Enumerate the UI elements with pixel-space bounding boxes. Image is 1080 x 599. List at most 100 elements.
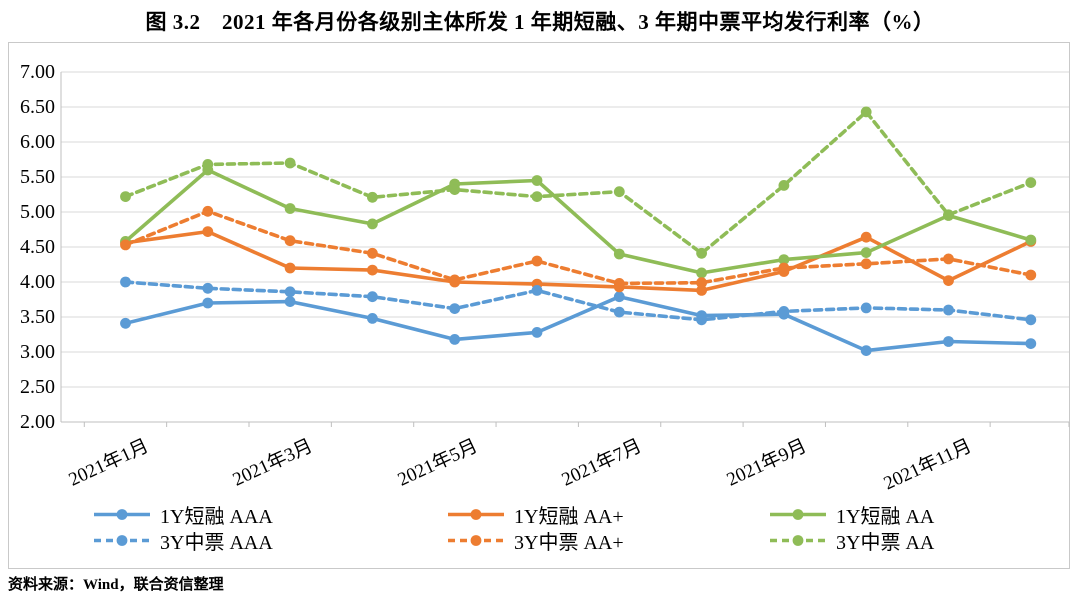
y-tick-label: 7.00 — [20, 61, 55, 83]
data-point — [367, 191, 378, 203]
data-point — [860, 247, 872, 258]
data-point — [1025, 234, 1037, 246]
data-point — [860, 258, 872, 270]
data-point — [120, 317, 131, 329]
y-tick-label: 4.00 — [20, 271, 55, 293]
data-point — [202, 159, 214, 170]
data-point — [284, 296, 296, 307]
series-line — [123, 168, 1033, 275]
data-point — [778, 180, 790, 191]
y-tick-label: 3.00 — [20, 341, 55, 363]
data-point — [696, 247, 707, 259]
data-point — [943, 209, 954, 221]
series-3y-mtn-aaa — [120, 276, 1037, 326]
data-point — [202, 205, 214, 217]
legend-label: 3Y中票 AA+ — [514, 532, 624, 554]
legend-marker-solid — [770, 509, 826, 520]
series-line — [123, 280, 1033, 322]
data-point — [613, 248, 625, 260]
data-point — [449, 274, 461, 286]
legend-item-1y-cp-aa-plus: 1Y短融 AA+ — [447, 502, 769, 528]
legend-label: 3Y中票 AA — [836, 532, 935, 554]
data-point — [943, 304, 954, 316]
data-point — [120, 239, 131, 251]
data-point — [1025, 314, 1037, 326]
data-point — [284, 157, 296, 169]
y-tick-label: 2.00 — [20, 411, 55, 433]
legend-item-3y-mtn-aa: 3Y中票 AA — [769, 528, 1049, 554]
data-point — [943, 275, 954, 286]
series-3y-mtn-aa-plus — [120, 205, 1037, 289]
data-point — [284, 203, 296, 214]
series-line — [123, 294, 1033, 353]
data-point — [449, 303, 461, 314]
data-point — [860, 302, 872, 314]
y-tick-label: 5.00 — [20, 201, 55, 223]
data-point — [943, 336, 954, 347]
data-point — [1025, 338, 1037, 349]
data-point — [1025, 177, 1037, 189]
data-point — [449, 334, 461, 345]
legend-marker-dashed — [770, 535, 826, 546]
data-point — [696, 285, 707, 296]
legend-label: 1Y短融 AA+ — [514, 506, 624, 528]
legend-label: 1Y短融 AA — [836, 506, 935, 528]
data-point — [696, 314, 707, 326]
data-point — [613, 291, 625, 303]
data-point — [367, 264, 378, 276]
data-point — [531, 191, 543, 203]
data-point — [531, 285, 543, 296]
legend-marker-dashed — [448, 535, 504, 546]
series-3y-mtn-aa — [120, 106, 1037, 259]
legend-item-3y-mtn-aaa: 3Y中票 AAA — [93, 528, 447, 554]
legend-item-1y-cp-aaa: 1Y短融 AAA — [93, 502, 447, 528]
data-point — [696, 267, 707, 279]
data-point — [367, 291, 378, 303]
legend-item-3y-mtn-aa-plus: 3Y中票 AA+ — [447, 528, 769, 554]
data-point — [778, 254, 790, 265]
data-point — [778, 306, 790, 317]
legend-marker-solid — [94, 509, 150, 520]
series-line — [123, 229, 1033, 293]
data-point — [1025, 269, 1037, 281]
data-point — [943, 253, 954, 265]
data-point — [202, 297, 214, 309]
data-point — [284, 262, 296, 274]
data-point — [367, 247, 378, 259]
data-point — [531, 255, 543, 267]
source-note: 资料来源：Wind，联合资信整理 — [8, 577, 224, 593]
data-point — [202, 282, 214, 294]
y-tick-label: 3.50 — [20, 306, 55, 328]
data-point — [778, 262, 790, 274]
data-point — [860, 231, 872, 243]
figure-title: 图 3.2 2021 年各月份各级别主体所发 1 年期短融、3 年期中票平均发行… — [145, 10, 935, 34]
data-point — [449, 184, 461, 196]
series-line — [123, 209, 1033, 286]
series-line — [123, 110, 1033, 256]
line-chart — [60, 71, 1070, 427]
chart-panel: 7.00 6.50 6.00 5.50 5.00 4.50 4.00 3.50 3.00 2.50… — [8, 42, 1070, 569]
y-tick-label: 6.00 — [20, 131, 55, 153]
data-point — [202, 226, 214, 238]
data-point — [696, 277, 707, 289]
chart-legend: 1Y短融 AAA 1Y短融 AA+ 1Y短融 AA 3Y中票 AAA 3Y中票 AA+ 3… — [93, 502, 1049, 554]
y-tick-label: 4.50 — [20, 236, 55, 258]
data-point — [367, 218, 378, 230]
data-point — [613, 278, 625, 289]
legend-label: 1Y短融 AAA — [160, 506, 273, 528]
legend-marker-solid — [448, 509, 504, 520]
data-point — [284, 286, 296, 298]
legend-label: 3Y中票 AAA — [160, 532, 273, 554]
data-point — [860, 345, 872, 356]
data-point — [120, 191, 131, 203]
y-tick-label: 6.50 — [20, 96, 55, 118]
y-tick-label: 5.50 — [20, 166, 55, 188]
legend-item-1y-cp-aa: 1Y短融 AA — [769, 502, 1049, 528]
legend-marker-dashed — [94, 535, 150, 546]
data-point — [367, 313, 378, 324]
data-point — [860, 106, 872, 118]
data-point — [120, 276, 131, 288]
data-point — [613, 186, 625, 198]
y-tick-label: 2.50 — [20, 376, 55, 398]
data-point — [284, 235, 296, 247]
